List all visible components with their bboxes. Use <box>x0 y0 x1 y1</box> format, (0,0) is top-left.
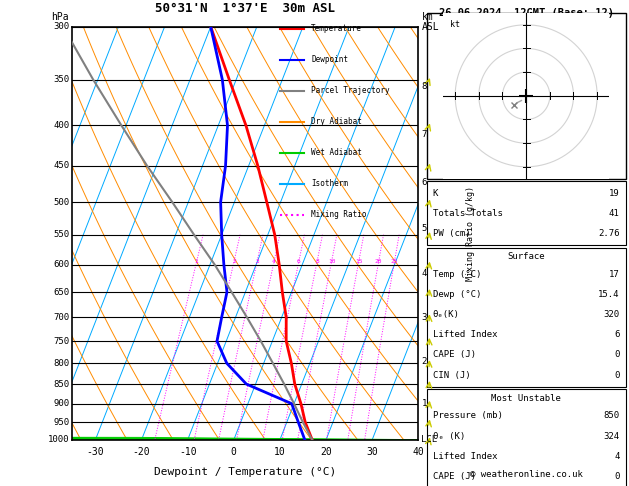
Text: Surface: Surface <box>508 252 545 261</box>
Text: 300: 300 <box>53 22 69 31</box>
Text: Parcel Trajectory: Parcel Trajectory <box>311 86 390 95</box>
Text: Isotherm: Isotherm <box>311 179 348 188</box>
Text: 500: 500 <box>53 197 69 207</box>
Text: 600: 600 <box>53 260 69 269</box>
Text: 1: 1 <box>421 399 427 408</box>
Text: 8: 8 <box>315 259 319 264</box>
Text: 324: 324 <box>603 432 620 440</box>
Text: 550: 550 <box>53 230 69 239</box>
Text: Lifted Index: Lifted Index <box>433 330 497 339</box>
Text: 1000: 1000 <box>48 435 69 444</box>
Text: 4: 4 <box>421 269 427 278</box>
Text: 20: 20 <box>320 447 332 457</box>
Text: 3: 3 <box>255 259 259 264</box>
Text: Mixing Ratio: Mixing Ratio <box>311 210 367 219</box>
Bar <box>426 181 626 245</box>
Text: 750: 750 <box>53 337 69 346</box>
Text: 800: 800 <box>53 359 69 368</box>
Text: θₑ (K): θₑ (K) <box>433 432 465 440</box>
Text: 6: 6 <box>615 330 620 339</box>
Text: -10: -10 <box>179 447 196 457</box>
Text: 4: 4 <box>272 259 276 264</box>
Text: 19: 19 <box>609 189 620 197</box>
Text: 26.06.2024  12GMT (Base: 12): 26.06.2024 12GMT (Base: 12) <box>438 8 614 18</box>
Text: θₑ(K): θₑ(K) <box>433 310 460 319</box>
Text: Most Unstable: Most Unstable <box>491 394 561 403</box>
Text: km: km <box>421 12 433 22</box>
Text: Wet Adiabat: Wet Adiabat <box>311 148 362 157</box>
Text: 5: 5 <box>421 224 427 233</box>
Bar <box>426 248 626 387</box>
Text: -20: -20 <box>133 447 150 457</box>
Text: 17: 17 <box>609 270 620 278</box>
Text: 50°31'N  1°37'E  30m ASL: 50°31'N 1°37'E 30m ASL <box>155 1 335 15</box>
Text: 25: 25 <box>391 259 398 264</box>
Text: 2: 2 <box>232 259 236 264</box>
Text: PW (cm): PW (cm) <box>433 229 470 238</box>
Text: 650: 650 <box>53 288 69 296</box>
Text: 40: 40 <box>413 447 424 457</box>
Text: -30: -30 <box>87 447 104 457</box>
Text: 41: 41 <box>609 208 620 218</box>
Bar <box>426 13 626 179</box>
Text: kt: kt <box>450 20 460 29</box>
Text: CIN (J): CIN (J) <box>433 370 470 380</box>
Text: 0: 0 <box>615 370 620 380</box>
Text: 950: 950 <box>53 418 69 427</box>
Text: CAPE (J): CAPE (J) <box>433 472 476 481</box>
Text: 0: 0 <box>231 447 237 457</box>
Text: 20: 20 <box>375 259 382 264</box>
Text: Mixing Ratio (g/kg): Mixing Ratio (g/kg) <box>465 186 475 281</box>
Text: © weatheronline.co.uk: © weatheronline.co.uk <box>470 470 582 479</box>
Text: 7: 7 <box>421 130 427 139</box>
Text: hPa: hPa <box>52 12 69 22</box>
Text: 30: 30 <box>366 447 378 457</box>
Text: 400: 400 <box>53 121 69 130</box>
Text: Dry Adiabat: Dry Adiabat <box>311 117 362 126</box>
Text: Dewpoint / Temperature (°C): Dewpoint / Temperature (°C) <box>154 467 337 477</box>
Text: 10: 10 <box>274 447 286 457</box>
Text: CAPE (J): CAPE (J) <box>433 350 476 359</box>
Text: 6: 6 <box>297 259 301 264</box>
Text: ASL: ASL <box>421 21 439 32</box>
Text: 1: 1 <box>195 259 199 264</box>
Text: 6: 6 <box>421 178 427 187</box>
Text: Dewpoint: Dewpoint <box>311 55 348 64</box>
Text: 4: 4 <box>615 451 620 461</box>
Text: Lifted Index: Lifted Index <box>433 451 497 461</box>
Text: 700: 700 <box>53 313 69 322</box>
Text: 0: 0 <box>615 350 620 359</box>
Text: LCL: LCL <box>421 435 438 444</box>
Text: 850: 850 <box>53 380 69 389</box>
Text: 0: 0 <box>615 472 620 481</box>
Text: 15: 15 <box>355 259 362 264</box>
Text: 350: 350 <box>53 75 69 84</box>
Text: 2: 2 <box>421 357 427 365</box>
Text: 450: 450 <box>53 161 69 171</box>
Text: Pressure (mb): Pressure (mb) <box>433 411 503 420</box>
Text: 850: 850 <box>603 411 620 420</box>
Bar <box>426 389 626 486</box>
Text: Totals Totals: Totals Totals <box>433 208 503 218</box>
Text: 320: 320 <box>603 310 620 319</box>
Text: 2.76: 2.76 <box>598 229 620 238</box>
Text: 8: 8 <box>421 82 427 91</box>
Text: Temperature: Temperature <box>311 24 362 34</box>
Text: 3: 3 <box>421 313 427 322</box>
Text: 15.4: 15.4 <box>598 290 620 299</box>
Text: K: K <box>433 189 438 197</box>
Text: Temp (°C): Temp (°C) <box>433 270 481 278</box>
Text: 10: 10 <box>328 259 335 264</box>
Text: Dewp (°C): Dewp (°C) <box>433 290 481 299</box>
Text: 900: 900 <box>53 399 69 408</box>
